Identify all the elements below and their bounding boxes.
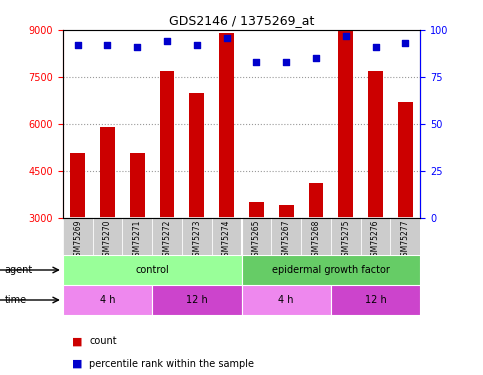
FancyBboxPatch shape — [390, 217, 420, 255]
Text: GSM75274: GSM75274 — [222, 219, 231, 261]
FancyBboxPatch shape — [242, 285, 331, 315]
FancyBboxPatch shape — [361, 217, 390, 255]
Bar — [279, 205, 294, 218]
Text: GSM75269: GSM75269 — [73, 219, 82, 261]
FancyBboxPatch shape — [152, 285, 242, 315]
Text: GSM75276: GSM75276 — [371, 219, 380, 261]
FancyBboxPatch shape — [331, 285, 420, 315]
Bar — [368, 70, 383, 217]
Text: epidermal growth factor: epidermal growth factor — [272, 265, 390, 275]
Point — [401, 40, 409, 46]
Point — [223, 34, 230, 40]
FancyBboxPatch shape — [331, 217, 361, 255]
Text: GSM75268: GSM75268 — [312, 219, 320, 261]
FancyBboxPatch shape — [212, 217, 242, 255]
FancyBboxPatch shape — [63, 285, 152, 315]
Text: ■: ■ — [72, 336, 83, 346]
Point — [104, 42, 112, 48]
Bar — [309, 183, 324, 218]
Bar — [219, 33, 234, 218]
Text: count: count — [89, 336, 117, 346]
Text: control: control — [135, 265, 169, 275]
Bar — [398, 102, 413, 218]
Point — [372, 44, 380, 50]
Point — [253, 59, 260, 65]
FancyBboxPatch shape — [301, 217, 331, 255]
FancyBboxPatch shape — [242, 255, 420, 285]
Bar — [70, 153, 85, 218]
Bar — [130, 153, 145, 218]
Point — [312, 55, 320, 61]
Title: GDS2146 / 1375269_at: GDS2146 / 1375269_at — [169, 15, 314, 27]
Text: 4 h: 4 h — [99, 295, 115, 305]
FancyBboxPatch shape — [93, 217, 122, 255]
Text: 4 h: 4 h — [278, 295, 294, 305]
Text: GSM75265: GSM75265 — [252, 219, 261, 261]
Text: GSM75267: GSM75267 — [282, 219, 291, 261]
Text: GSM75273: GSM75273 — [192, 219, 201, 261]
Point — [133, 44, 141, 50]
Point — [193, 42, 201, 48]
Bar — [159, 70, 174, 217]
Bar — [338, 27, 353, 218]
Text: GSM75270: GSM75270 — [103, 219, 112, 261]
FancyBboxPatch shape — [271, 217, 301, 255]
Point — [282, 59, 290, 65]
FancyBboxPatch shape — [152, 217, 182, 255]
Text: time: time — [5, 295, 27, 305]
Text: agent: agent — [5, 265, 33, 275]
Text: 12 h: 12 h — [365, 295, 386, 305]
Bar — [100, 127, 115, 218]
FancyBboxPatch shape — [63, 255, 242, 285]
Text: percentile rank within the sample: percentile rank within the sample — [89, 359, 255, 369]
Text: GSM75277: GSM75277 — [401, 219, 410, 261]
Bar — [189, 93, 204, 218]
Bar — [249, 202, 264, 217]
FancyBboxPatch shape — [63, 217, 93, 255]
Text: GSM75275: GSM75275 — [341, 219, 350, 261]
Point — [163, 38, 171, 44]
Text: 12 h: 12 h — [186, 295, 208, 305]
Text: ■: ■ — [72, 359, 83, 369]
FancyBboxPatch shape — [182, 217, 212, 255]
Text: GSM75272: GSM75272 — [163, 219, 171, 261]
Text: GSM75271: GSM75271 — [133, 219, 142, 261]
Point — [74, 42, 82, 48]
FancyBboxPatch shape — [242, 217, 271, 255]
FancyBboxPatch shape — [122, 217, 152, 255]
Point — [342, 33, 350, 39]
